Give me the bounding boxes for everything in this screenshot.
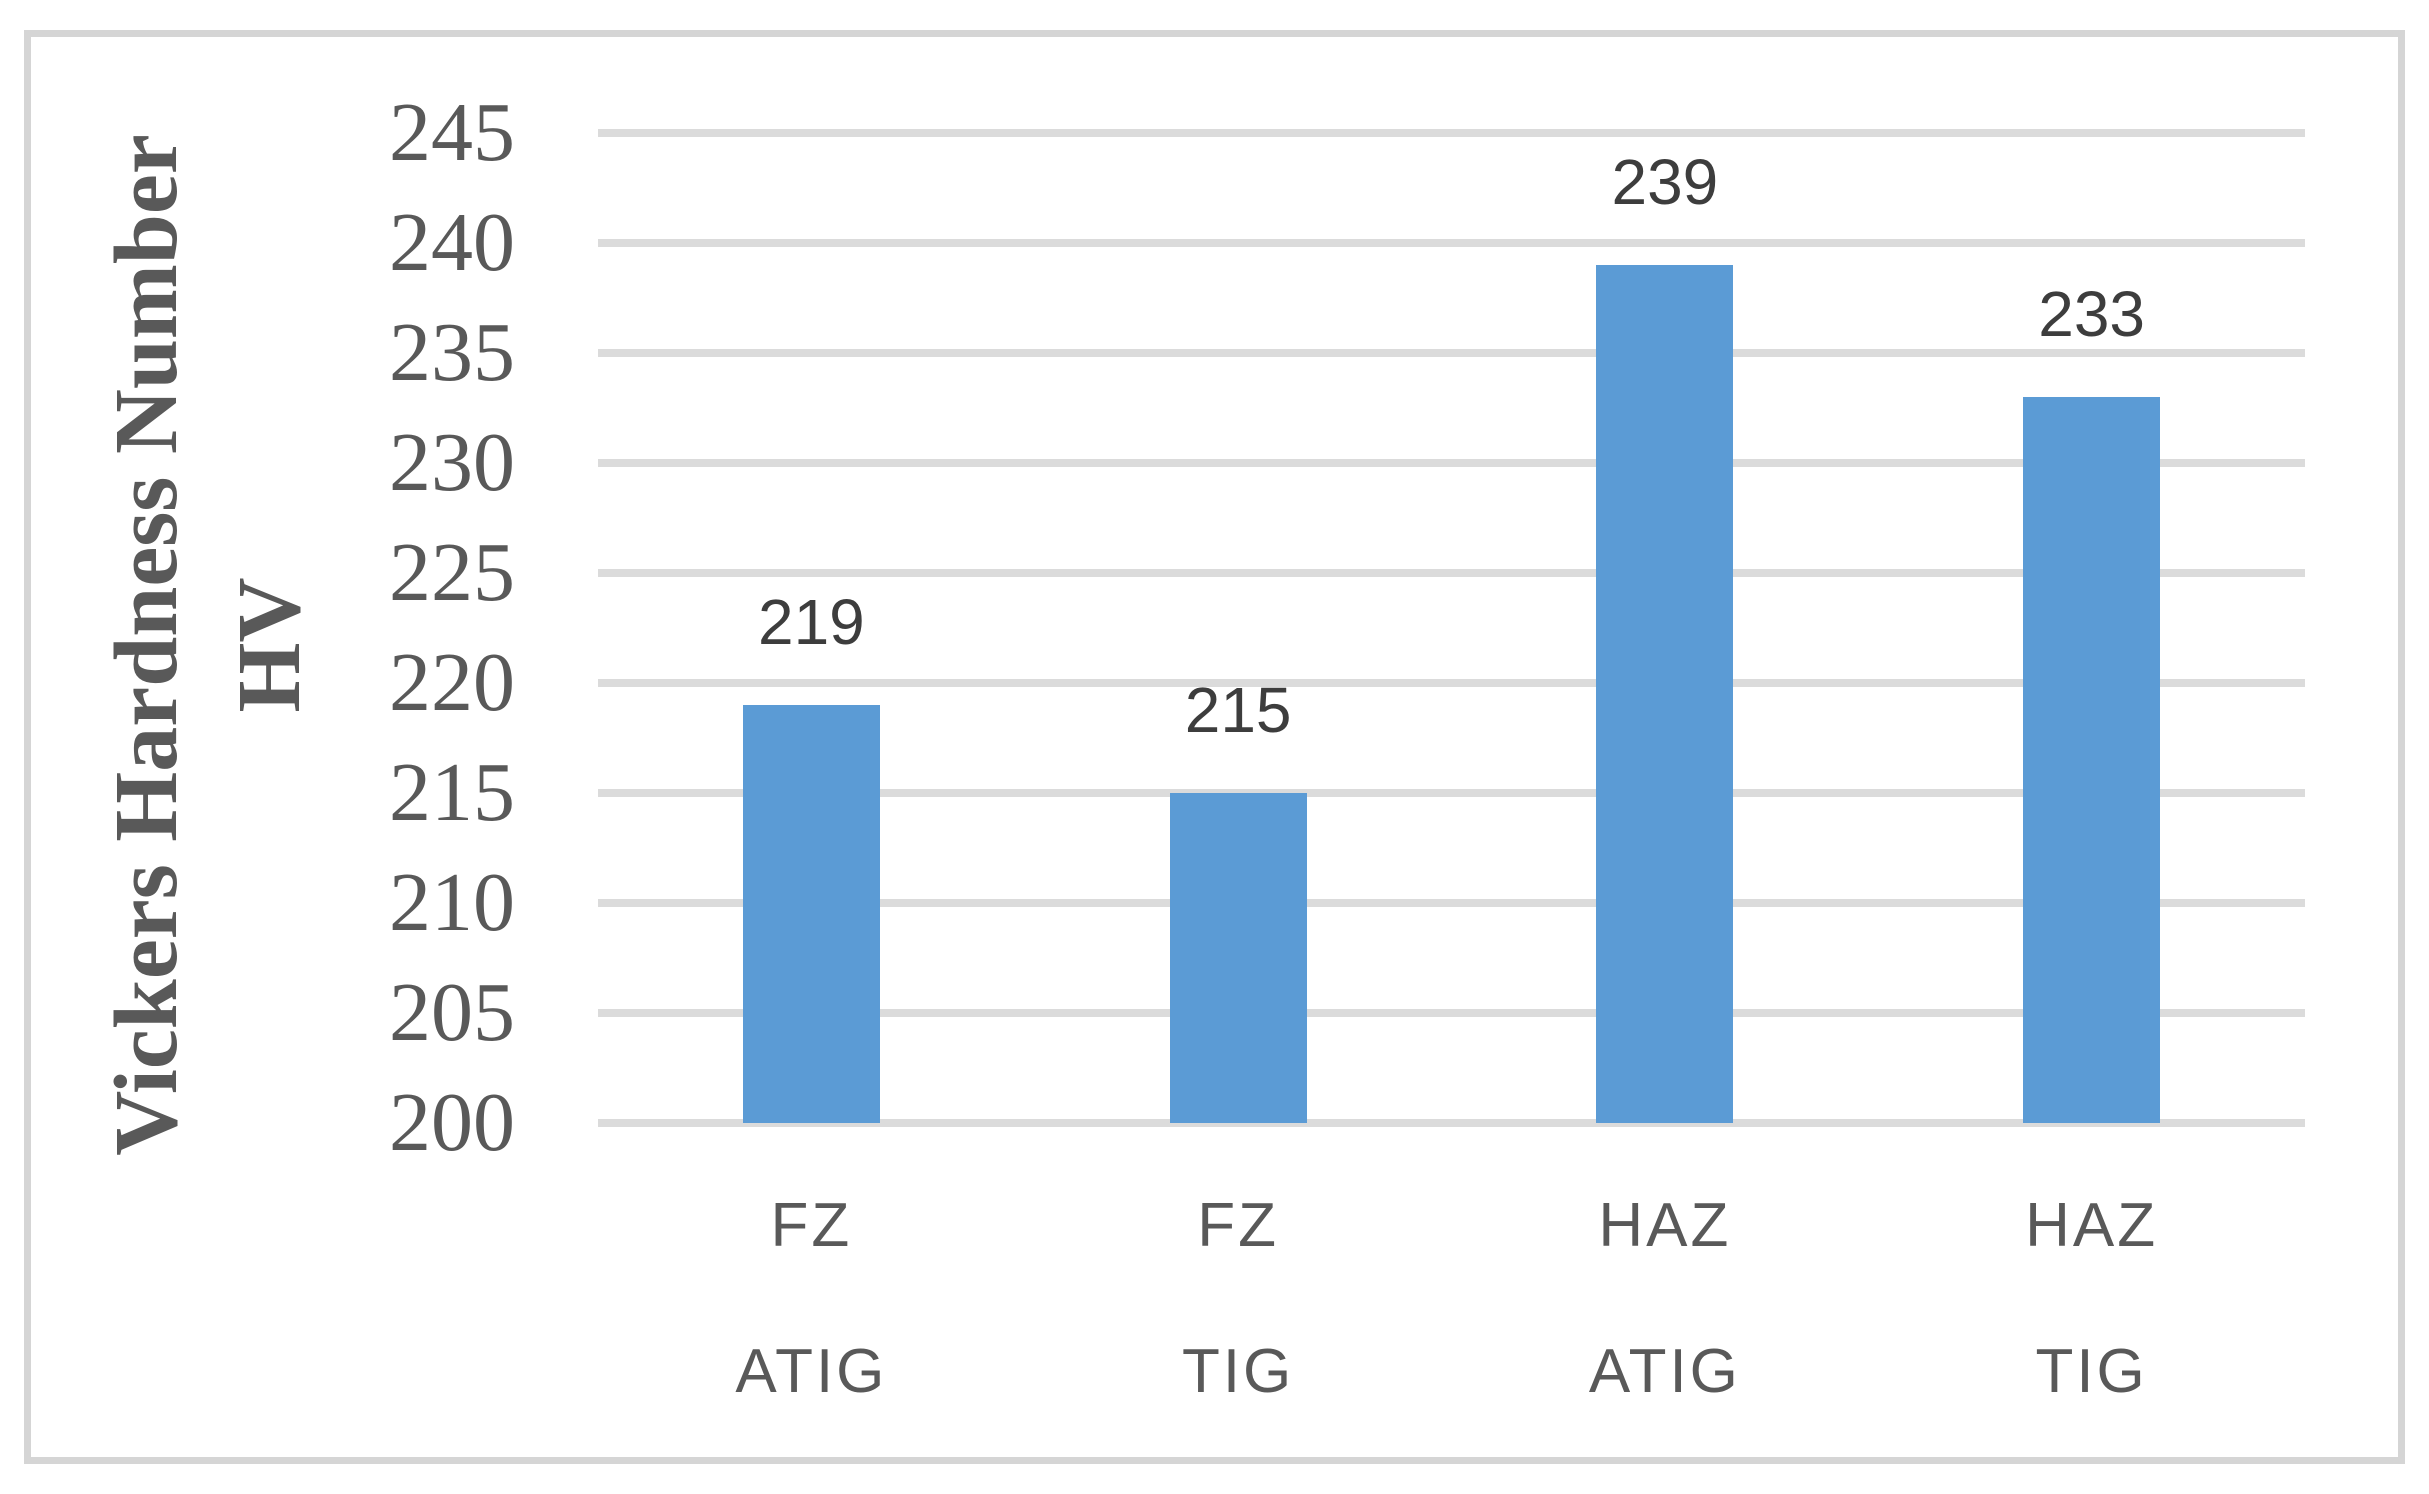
category-process-label: TIG — [1181, 1337, 1295, 1406]
y-tick-label: 210 — [389, 856, 515, 949]
category-zone-label: FZ — [770, 1191, 853, 1260]
y-tick-label: 225 — [389, 526, 515, 619]
category-process-label: TIG — [2035, 1337, 2148, 1406]
gridline — [598, 569, 2305, 577]
y-tick-label: 220 — [389, 636, 515, 729]
category-zone-label: HAZ — [1598, 1191, 1732, 1260]
bar — [1596, 265, 1734, 1123]
bar-value-label: 219 — [757, 586, 865, 658]
bar-value-label: 239 — [1611, 146, 1719, 218]
category-zone-label: FZ — [1197, 1191, 1279, 1260]
category-zone-label: HAZ — [2025, 1191, 2159, 1260]
gridline — [598, 239, 2305, 247]
gridline — [598, 899, 2305, 907]
gridline — [598, 349, 2305, 357]
gridline — [598, 1009, 2305, 1017]
y-tick-label: 200 — [389, 1076, 515, 1169]
bar — [1169, 793, 1307, 1123]
y-axis-title-line1: Vickers Hardness Number — [97, 134, 196, 1156]
bar — [2023, 397, 2161, 1123]
bar-value-label: 215 — [1184, 674, 1292, 746]
y-tick-label: 205 — [389, 966, 515, 1059]
gridline — [598, 1119, 2305, 1127]
y-tick-label: 230 — [389, 416, 515, 509]
gridline — [598, 459, 2305, 467]
y-tick-label: 240 — [389, 196, 515, 289]
category-process-label: ATIG — [1588, 1337, 1741, 1406]
category-process-label: ATIG — [735, 1337, 888, 1406]
plot-area: 219 215 239 233 — [598, 129, 2305, 1127]
gridline — [598, 679, 2305, 687]
chart-border-frame — [24, 30, 2405, 1464]
y-tick-label: 235 — [389, 306, 515, 399]
y-tick-label: 215 — [389, 746, 515, 839]
gridline — [598, 129, 2305, 137]
gridline — [598, 789, 2305, 797]
bar — [742, 705, 880, 1123]
y-tick-label: 245 — [389, 86, 515, 179]
bar-value-label: 233 — [2038, 278, 2146, 350]
